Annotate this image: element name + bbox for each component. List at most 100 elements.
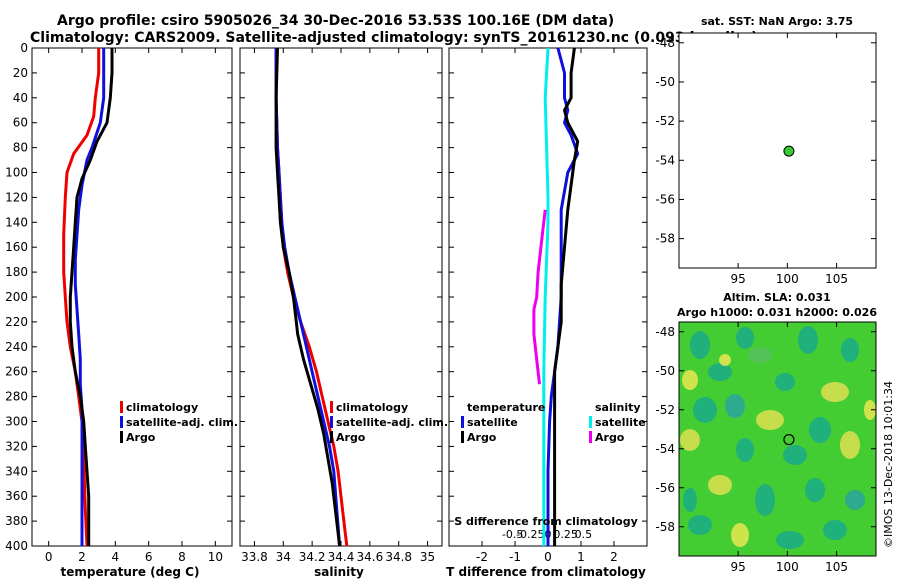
sla-anomaly-blob: [755, 484, 775, 516]
map-y-tick-label: -52: [655, 403, 675, 417]
legend-mark-climatology: [330, 401, 333, 413]
map-x-tick-label: 100: [776, 560, 799, 574]
sla-anomaly-blob: [690, 331, 710, 359]
s-tick-label: 0.5: [575, 528, 593, 541]
legend-mark-t-argo: [461, 431, 464, 443]
sla-anomaly-blob: [840, 431, 860, 459]
map-x-tick-label: 105: [825, 272, 848, 286]
sst-map-panel: sat. SST: NaN Argo: 3.75 95 100 105 -48 -50 -…: [655, 15, 877, 286]
map-y-tick-label: -48: [655, 36, 675, 50]
legend-mark-argo: [120, 431, 123, 443]
map-y-tick-label: -48: [655, 325, 675, 339]
sla-map-panel: Altim. SLA: 0.031 Argo h1000: 0.031 h200…: [655, 291, 895, 574]
series-line-argo: [68, 48, 114, 546]
legend-label-argo: Argo: [336, 431, 366, 444]
sla-anomaly-blob: [775, 373, 795, 391]
map-x-tick-label: 95: [730, 560, 745, 574]
difference-xlabel: T difference from climatology: [446, 565, 646, 579]
map-y-tick-label: -54: [655, 153, 675, 167]
map-x-tick-label: 105: [825, 560, 848, 574]
map-y-tick-label: -58: [655, 520, 675, 534]
y-tick-label: 320: [5, 439, 28, 453]
legend-mark-s-satellite: [589, 416, 592, 428]
map-y-tick-label: -56: [655, 192, 675, 206]
sla-anomaly-blob: [708, 475, 732, 495]
x-tick-label: 4: [112, 550, 120, 564]
difference-legend: temperature salinity satellite Argo sate…: [461, 401, 646, 444]
x-tick-label: 10: [208, 550, 223, 564]
y-tick-label: 260: [5, 365, 28, 379]
sla-anomaly-blob: [683, 488, 697, 512]
temperature-xlabel: temperature (deg C): [61, 565, 200, 579]
difference-panel: -2 -1 0 1 2-0.5-0.25 0 0.250.5 temperature sal…: [446, 47, 648, 579]
series-line-t-argo: [553, 47, 580, 546]
sla-anomaly-blob: [805, 478, 825, 502]
series-line-s-satellite: [542, 47, 550, 546]
sla-anomaly-blob: [736, 327, 754, 349]
sla-anomaly-blob: [748, 347, 772, 363]
sla-map-subtitle: Argo h1000: 0.031 h2000: 0.026: [677, 306, 877, 319]
x-tick-label: 34: [276, 550, 291, 564]
x-tick-label: 35: [420, 550, 435, 564]
sla-anomaly-blob: [708, 363, 732, 381]
y-tick-label: 60: [13, 116, 28, 130]
temperature-panel: 0204060801001201401601802002202402602803…: [5, 41, 238, 579]
x-tick-label: 8: [178, 550, 186, 564]
x-tick-label: 34.8: [385, 550, 412, 564]
figure-title-line1: Argo profile: csiro 5905026_34 30-Dec-20…: [57, 13, 614, 29]
sla-anomaly-blob: [756, 410, 784, 430]
x-tick-label: 0: [544, 550, 552, 564]
y-tick-label: 180: [5, 265, 28, 279]
legend-title-salinity: salinity: [595, 401, 641, 414]
y-tick-label: 0: [20, 41, 28, 55]
sla-anomaly-blob: [680, 429, 700, 451]
sla-anomaly-blob: [783, 445, 807, 465]
sla-anomaly-blob: [776, 531, 804, 549]
map-y-tick-label: -54: [655, 442, 675, 456]
y-tick-label: 140: [5, 215, 28, 229]
map-y-tick-label: -56: [655, 481, 675, 495]
sst-map-title: sat. SST: NaN Argo: 3.75: [701, 15, 853, 28]
y-tick-label: 40: [13, 91, 28, 105]
series-line-satellite-adj-clim-: [73, 48, 106, 546]
y-tick-label: 100: [5, 166, 28, 180]
sla-anomaly-blob: [731, 523, 749, 547]
sla-map-title: Altim. SLA: 0.031: [723, 291, 830, 304]
salinity-xlabel: salinity: [314, 565, 364, 579]
sla-anomaly-blob: [823, 520, 847, 540]
map-y-tick-label: -50: [655, 75, 675, 89]
temperature-legend: climatology satellite-adj. clim. Argo: [120, 401, 238, 444]
sla-anomaly-blob: [798, 326, 818, 354]
legend-title-temperature: temperature: [467, 401, 545, 414]
x-tick-label: 34.2: [299, 550, 326, 564]
sla-anomaly-blob: [682, 370, 698, 390]
x-tick-label: 0: [45, 550, 53, 564]
argo-position-marker: [783, 433, 795, 446]
x-tick-label: -1: [509, 550, 521, 564]
legend-label-satellite: satellite-adj. clim.: [126, 416, 238, 429]
x-tick-label: 2: [610, 550, 618, 564]
y-tick-label: 80: [13, 141, 28, 155]
sla-anomaly-blob: [719, 354, 731, 366]
series-line-s-argo: [532, 209, 547, 385]
salinity-panel: 33.8 34 34.2 34.4 34.6 34.8 35 climatology sat…: [239, 47, 448, 579]
salinity-axes: [239, 47, 443, 547]
map-x-tick-label: 95: [730, 272, 745, 286]
y-tick-label: 400: [5, 539, 28, 553]
y-tick-label: 340: [5, 464, 28, 478]
legend-label-s-argo: Argo: [595, 431, 625, 444]
sla-anomaly-blob: [841, 338, 859, 362]
legend-label-s-satellite: satellite: [595, 416, 646, 429]
y-tick-label: 240: [5, 340, 28, 354]
s-difference-label: S difference from climatology: [454, 515, 638, 528]
sla-anomaly-blob: [725, 394, 745, 418]
argo-position-marker: [783, 145, 795, 157]
legend-label-climatology: climatology: [336, 401, 408, 414]
x-tick-label: 33.8: [241, 550, 268, 564]
legend-mark-s-argo: [589, 431, 592, 443]
y-tick-label: 280: [5, 390, 28, 404]
y-tick-label: 20: [13, 66, 28, 80]
series-line-argo: [274, 47, 342, 547]
legend-label-t-satellite: satellite: [467, 416, 518, 429]
